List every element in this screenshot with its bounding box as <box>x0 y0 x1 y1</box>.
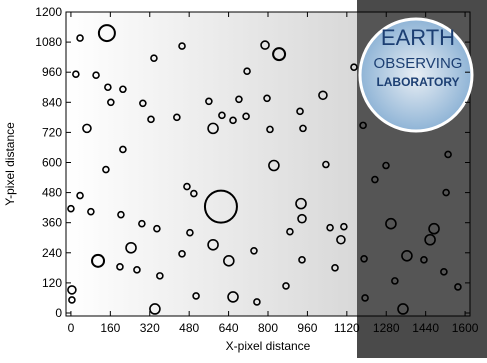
y-tick-label: 1200 <box>35 5 62 19</box>
logo-text: EARTH <box>381 25 455 50</box>
x-tick-label: 1280 <box>373 321 400 335</box>
logo-text: LABORATORY <box>376 75 459 89</box>
y-tick-label: 240 <box>42 246 62 260</box>
x-tick-label: 1120 <box>334 321 360 335</box>
y-tick-label: 360 <box>42 216 62 230</box>
x-tick-label: 800 <box>258 321 278 335</box>
logo-text: OBSERVING <box>374 55 463 72</box>
x-tick-label: 1600 <box>452 321 479 335</box>
logo: EARTH OBSERVING LABORATORY <box>360 19 472 131</box>
x-tick-label: 640 <box>219 321 239 335</box>
y-tick-label: 840 <box>42 95 62 109</box>
x-tick-label: 0 <box>68 321 75 335</box>
y-tick-label: 1080 <box>35 35 62 49</box>
chart: EARTH OBSERVING LABORATORY X-pixel dista… <box>0 0 487 358</box>
x-tick-label: 480 <box>179 321 199 335</box>
y-tick-label: 480 <box>42 186 62 200</box>
x-tick-label: 1440 <box>412 321 439 335</box>
y-tick-label: 120 <box>42 276 62 290</box>
plot-background <box>66 12 358 316</box>
y-axis-label: Y-pixel distance <box>3 122 17 206</box>
x-axis-label: X-pixel distance <box>226 339 311 353</box>
x-tick-label: 320 <box>140 321 160 335</box>
x-tick-label: 960 <box>297 321 317 335</box>
y-tick-label: 960 <box>42 65 62 79</box>
y-tick-label: 720 <box>42 125 62 139</box>
y-tick-label: 600 <box>42 155 62 169</box>
x-tick-label: 160 <box>100 321 120 335</box>
y-tick-label: 0 <box>55 306 62 320</box>
